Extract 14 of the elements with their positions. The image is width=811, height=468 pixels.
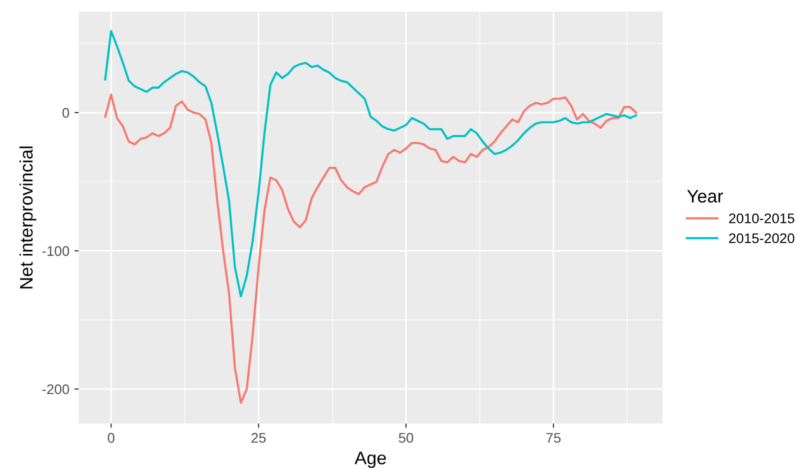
x-tick-label: 0 (108, 432, 114, 443)
y-tick-label: 0 (62, 108, 70, 118)
legend-label: 2015-2020 (729, 233, 794, 244)
legend-label: 2010-2015 (729, 213, 794, 224)
x-tick-label: 75 (546, 433, 561, 443)
y-tick-label: -200 (42, 384, 70, 394)
legend-title: Year (687, 190, 723, 203)
x-tick-label: 25 (252, 432, 266, 443)
line-series (104, 30, 638, 298)
y-tick-label: -100 (42, 246, 70, 256)
x-tick-label: 50 (398, 432, 414, 443)
line-series (104, 94, 638, 404)
y-axis-title: Net interprovincial (19, 146, 36, 288)
x-axis-title: Age (354, 452, 386, 468)
